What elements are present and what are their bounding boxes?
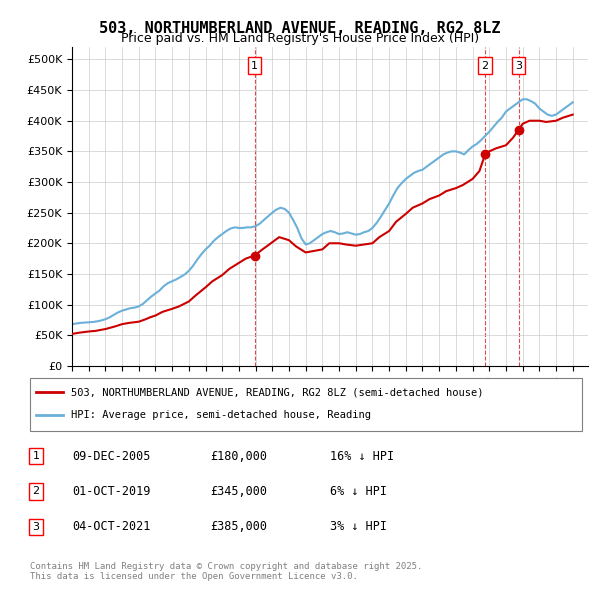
FancyBboxPatch shape xyxy=(30,378,582,431)
Text: £385,000: £385,000 xyxy=(210,520,267,533)
Text: 04-OCT-2021: 04-OCT-2021 xyxy=(72,520,151,533)
Text: 16% ↓ HPI: 16% ↓ HPI xyxy=(330,450,394,463)
Text: 503, NORTHUMBERLAND AVENUE, READING, RG2 8LZ: 503, NORTHUMBERLAND AVENUE, READING, RG2… xyxy=(99,21,501,35)
Text: 3: 3 xyxy=(32,522,40,532)
Text: £180,000: £180,000 xyxy=(210,450,267,463)
Text: 01-OCT-2019: 01-OCT-2019 xyxy=(72,485,151,498)
Text: 503, NORTHUMBERLAND AVENUE, READING, RG2 8LZ (semi-detached house): 503, NORTHUMBERLAND AVENUE, READING, RG2… xyxy=(71,388,484,398)
Text: 09-DEC-2005: 09-DEC-2005 xyxy=(72,450,151,463)
Text: 2: 2 xyxy=(32,487,40,496)
Text: 1: 1 xyxy=(251,61,258,71)
Text: 3: 3 xyxy=(515,61,522,71)
Text: £345,000: £345,000 xyxy=(210,485,267,498)
Text: Price paid vs. HM Land Registry's House Price Index (HPI): Price paid vs. HM Land Registry's House … xyxy=(121,32,479,45)
Text: 2: 2 xyxy=(481,61,488,71)
Text: 3% ↓ HPI: 3% ↓ HPI xyxy=(330,520,387,533)
Text: 1: 1 xyxy=(32,451,40,461)
Text: 6% ↓ HPI: 6% ↓ HPI xyxy=(330,485,387,498)
Text: Contains HM Land Registry data © Crown copyright and database right 2025.
This d: Contains HM Land Registry data © Crown c… xyxy=(30,562,422,581)
Text: HPI: Average price, semi-detached house, Reading: HPI: Average price, semi-detached house,… xyxy=(71,410,371,419)
